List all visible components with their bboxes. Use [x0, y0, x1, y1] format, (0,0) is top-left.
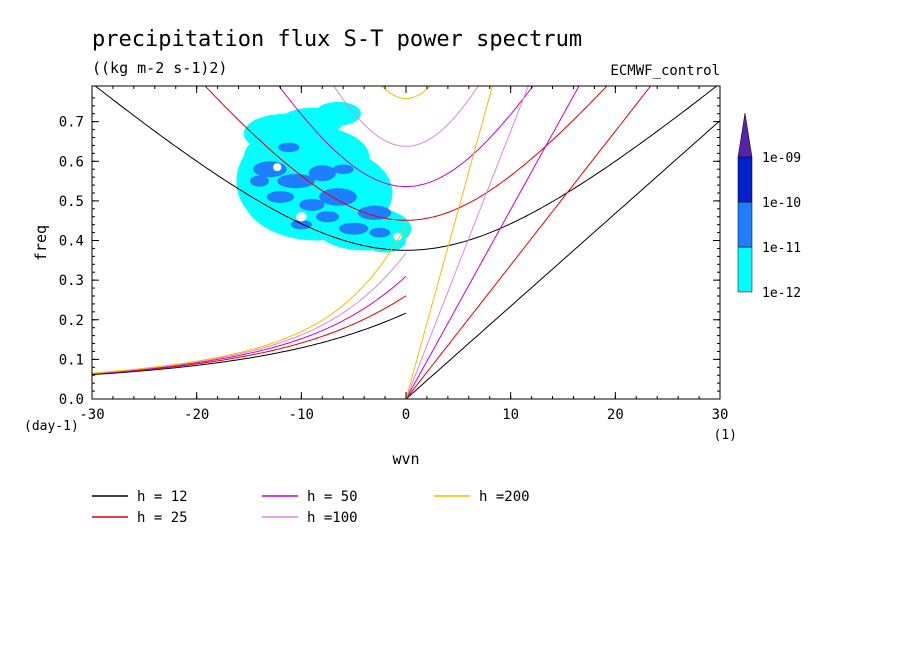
contour-level-1e-11 — [299, 198, 325, 211]
contour-level-1e-11 — [339, 222, 369, 235]
legend-label: h =100 — [307, 510, 358, 526]
chart-subtitle: ((kg m-2 s-1)2) — [92, 59, 227, 77]
x-tick-label: 0 — [402, 407, 410, 423]
colorbar-label: 1e-10 — [762, 196, 801, 211]
colorbar-box — [737, 246, 753, 293]
colorbar-label: 1e-11 — [762, 241, 801, 256]
y-tick-label: 0.4 — [59, 234, 84, 250]
plot-frame — [91, 85, 721, 400]
contour-level-1e-11 — [250, 175, 269, 187]
x-tick-label: -30 — [79, 407, 104, 423]
contour-level-1e-11 — [319, 188, 357, 206]
x-tick-label: 20 — [607, 407, 624, 423]
dispersion-curve-kelvin — [405, 86, 494, 399]
colorbar-label: 1e-12 — [762, 286, 801, 301]
legend-label: h = 50 — [307, 489, 358, 505]
y-axis-unit: (day-1) — [24, 419, 79, 434]
contour-gap — [296, 211, 307, 222]
colorbar-label: 1e-09 — [762, 151, 801, 166]
contour-level-1e-11 — [277, 173, 315, 189]
y-tick-label: 0.0 — [59, 392, 84, 408]
colorbar: 1e-12 1e-11 1e-10 1e-09 — [737, 112, 801, 301]
dispersion-curve-kelvin — [405, 86, 652, 399]
spectrum-contours — [236, 101, 412, 253]
y-axis-label: freq — [32, 225, 50, 261]
x-axis: -30 -20 -10 0 10 20 30 — [79, 86, 728, 423]
contour-gap — [393, 232, 402, 241]
dispersion-curve-ig — [204, 86, 608, 221]
legend: h = 12 h = 25 h = 50 h =100 h =200 — [92, 489, 530, 526]
dispersion-curve-kelvin — [405, 86, 580, 399]
colorbar-extend-triangle — [737, 112, 753, 158]
y-tick-label: 0.5 — [59, 194, 84, 210]
chart-title: precipitation flux S-T power spectrum — [92, 27, 582, 52]
x-tick-label: 30 — [712, 407, 729, 423]
contour-level-1e-11 — [253, 161, 287, 178]
contour-level-1e-11 — [315, 211, 340, 223]
dispersion-curve-mrg — [92, 225, 407, 374]
dispersion-curve-kelvin — [405, 86, 529, 399]
colorbar-box — [737, 156, 753, 203]
y-tick-label: 0.1 — [59, 352, 84, 368]
y-tick-label: 0.3 — [59, 273, 84, 289]
colorbar-box — [737, 201, 753, 248]
model-label: ECMWF_control — [610, 63, 720, 79]
x-axis-unit: (1) — [714, 428, 737, 443]
contour-level-1e-11 — [308, 165, 336, 182]
dispersion-curves — [92, 86, 720, 399]
dispersion-curve-mrg — [92, 295, 407, 375]
dispersion-curve-ig — [333, 86, 479, 147]
x-axis-label: wvn — [392, 450, 419, 468]
contour-level-1e-11 — [332, 164, 354, 174]
y-axis: 0.0 0.1 0.2 0.3 0.4 0.5 0.6 0.7 — [59, 97, 720, 408]
dispersion-curve-mrg — [92, 312, 407, 376]
dispersion-curve-ig — [94, 86, 718, 251]
dispersion-curve-ig — [278, 86, 534, 187]
y-tick-label: 0.2 — [59, 313, 84, 329]
contour-level-1e-11 — [278, 142, 300, 153]
contour-level-1e-11 — [290, 219, 312, 230]
y-tick-label: 0.6 — [59, 154, 84, 170]
y-tick-label: 0.7 — [59, 115, 84, 131]
x-tick-label: -10 — [289, 407, 314, 423]
contour-gap — [273, 163, 282, 172]
legend-label: h = 25 — [137, 510, 188, 526]
x-tick-label: -20 — [184, 407, 209, 423]
x-tick-label: 10 — [502, 407, 519, 423]
dispersion-curve-kelvin — [405, 120, 720, 399]
legend-label: h = 12 — [137, 489, 188, 505]
contour-level-1e-11 — [357, 205, 392, 220]
legend-label: h =200 — [479, 489, 530, 505]
contour-level-1e-11 — [266, 190, 295, 203]
dispersion-curve-ig — [381, 86, 431, 100]
contour-level-1e-11 — [369, 227, 391, 238]
